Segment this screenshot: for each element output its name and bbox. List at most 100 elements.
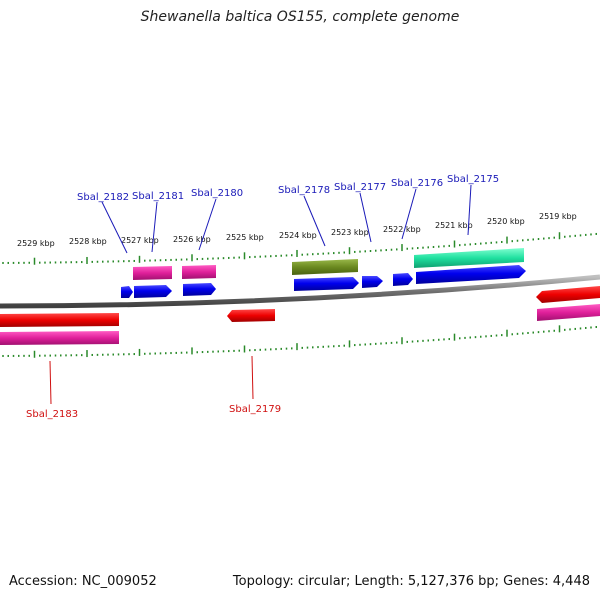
ruler-minor-tick (217, 350, 219, 353)
ruler-minor-tick (312, 253, 314, 256)
ruler-minor-tick (18, 354, 20, 357)
ruler-minor-tick (406, 340, 408, 343)
ruler-minor-tick (469, 243, 471, 246)
gene-label[interactable]: Sbal_2182 (77, 192, 129, 203)
ruler-minor-tick (564, 328, 566, 331)
gene-label[interactable]: Sbal_2177 (334, 182, 386, 193)
ruler-minor-tick (375, 342, 377, 345)
gene-label[interactable]: Sbal_2175 (447, 174, 499, 185)
ruler-minor-tick (107, 260, 109, 263)
ruler-minor-tick (432, 339, 435, 342)
ruler-minor-tick (7, 354, 9, 357)
ruler-major-tick (138, 255, 141, 263)
gene-feature[interactable] (134, 285, 172, 298)
ruler-minor-tick (212, 257, 214, 260)
ruler-minor-tick (548, 330, 550, 333)
label-leader-line (101, 201, 128, 254)
ruler-minor-tick (201, 257, 204, 260)
gene-label[interactable]: Sbal_2178 (278, 185, 330, 196)
ruler-minor-tick (254, 349, 256, 352)
ruler-minor-tick (579, 327, 582, 330)
gene-label[interactable]: Sbal_2181 (132, 191, 184, 202)
ruler-major-tick (33, 350, 36, 358)
ruler-minor-tick (123, 353, 125, 356)
ruler-minor-tick (222, 350, 225, 353)
gene-feature[interactable] (0, 331, 119, 345)
ruler-minor-tick (270, 255, 272, 258)
ruler-minor-tick (369, 343, 372, 346)
ruler-minor-tick (585, 326, 587, 329)
gene-feature[interactable] (294, 277, 359, 291)
label-leader-line (467, 184, 472, 236)
ruler-minor-tick (385, 249, 387, 252)
gene-feature[interactable] (121, 286, 133, 298)
ruler-minor-tick (175, 258, 177, 261)
ruler-minor-tick (369, 250, 372, 253)
ruler-minor-tick (81, 261, 83, 264)
ruler-minor-tick (390, 248, 393, 251)
ruler-minor-tick (427, 246, 429, 249)
ruler-minor-tick (39, 261, 41, 264)
ruler-minor-tick (128, 353, 130, 356)
ruler-minor-tick (12, 261, 15, 264)
ruler-minor-tick (186, 258, 188, 261)
gene-feature[interactable] (362, 276, 383, 288)
ruler-minor-tick (532, 238, 534, 241)
gene-feature[interactable] (0, 313, 119, 327)
gene-label[interactable]: Sbal_2183 (26, 409, 78, 420)
ruler-minor-tick (117, 260, 120, 263)
ruler-minor-tick (102, 260, 104, 263)
gene-feature[interactable] (227, 309, 275, 322)
ruler-minor-tick (201, 351, 204, 354)
gene-label[interactable]: Sbal_2176 (391, 178, 443, 189)
ruler-minor-tick (259, 348, 261, 351)
gene-feature[interactable] (133, 266, 172, 280)
ruler-minor-tick (2, 261, 4, 264)
ruler-label: 2523 kbp (331, 228, 369, 237)
gene-labels-top: Sbal_2182 Sbal_2181 Sbal_2180 Sbal_2178 … (77, 174, 499, 254)
ruler-minor-tick (595, 326, 597, 329)
gene-feature[interactable] (182, 265, 216, 279)
map-title: Shewanella baltica OS155, complete genom… (140, 9, 460, 25)
ruler-minor-tick (480, 335, 482, 338)
ruler-minor-tick (228, 256, 230, 259)
gene-label[interactable]: Sbal_2179 (229, 404, 281, 415)
gene-feature[interactable] (536, 286, 600, 303)
ruler-minor-tick (322, 345, 324, 348)
feature-track-cds-top (121, 265, 526, 298)
ruler-minor-tick (322, 252, 324, 255)
ruler-minor-tick (96, 260, 99, 263)
gene-feature[interactable] (183, 283, 216, 296)
ruler-minor-tick (112, 260, 114, 263)
gene-label[interactable]: Sbal_2180 (191, 188, 243, 199)
ruler-minor-tick (149, 352, 151, 355)
ruler-minor-tick (159, 352, 162, 355)
ruler-minor-tick (39, 354, 41, 357)
ruler-label: 2522 kbp (383, 225, 421, 234)
ruler-minor-tick (233, 256, 235, 259)
ruler-minor-tick (343, 344, 345, 347)
ruler-minor-tick (448, 338, 450, 341)
gene-feature[interactable] (416, 265, 526, 284)
ruler-label: 2520 kbp (487, 217, 525, 226)
ruler-minor-tick (81, 354, 83, 357)
gene-feature[interactable] (537, 304, 600, 321)
ruler-label: 2519 kbp (539, 212, 577, 221)
ruler-minor-tick (144, 259, 146, 262)
ruler-minor-tick (54, 354, 57, 357)
ruler-minor-tick (417, 340, 419, 343)
ruler-minor-tick (212, 350, 214, 353)
ruler-minor-tick (254, 255, 256, 258)
gene-feature[interactable] (414, 248, 524, 268)
gene-feature[interactable] (292, 259, 358, 275)
ruler-label: 2525 kbp (226, 233, 264, 242)
gene-feature[interactable] (393, 273, 413, 286)
ruler-minor-tick (317, 252, 319, 255)
ruler-minor-tick (60, 261, 62, 264)
ruler-minor-tick (490, 334, 492, 337)
ruler-minor-tick (149, 259, 151, 262)
ruler-minor-tick (590, 233, 592, 236)
ruler-minor-tick (207, 350, 209, 353)
ruler-ticks-top (2, 232, 597, 265)
genome-backbone (0, 274, 600, 309)
